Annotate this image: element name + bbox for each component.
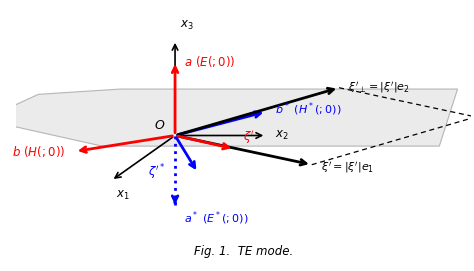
Text: $\zeta'$: $\zeta'$ — [243, 129, 255, 146]
Text: Fig. 1.  TE mode.: Fig. 1. TE mode. — [194, 245, 293, 258]
Text: $\zeta'^*$: $\zeta'^*$ — [148, 163, 166, 182]
Text: $x_1$: $x_1$ — [116, 189, 129, 202]
Text: $b^*\ (H^*(;0))$: $b^*\ (H^*(;0))$ — [275, 100, 342, 118]
Text: $\xi'_\perp = |\xi'|e_2$: $\xi'_\perp = |\xi'|e_2$ — [348, 80, 410, 95]
Text: $a^*\ (E^*(;0))$: $a^*\ (E^*(;0))$ — [184, 210, 249, 227]
Text: $x_3$: $x_3$ — [180, 19, 193, 32]
Polygon shape — [0, 89, 457, 146]
Text: $\xi' = |\xi'|e_1$: $\xi' = |\xi'|e_1$ — [321, 160, 374, 175]
Text: $x_2$: $x_2$ — [275, 129, 289, 142]
Text: $b\ (H(;0))$: $b\ (H(;0))$ — [12, 144, 66, 159]
Text: $a\ (E(;0))$: $a\ (E(;0))$ — [184, 54, 236, 69]
Text: $O$: $O$ — [154, 119, 165, 132]
